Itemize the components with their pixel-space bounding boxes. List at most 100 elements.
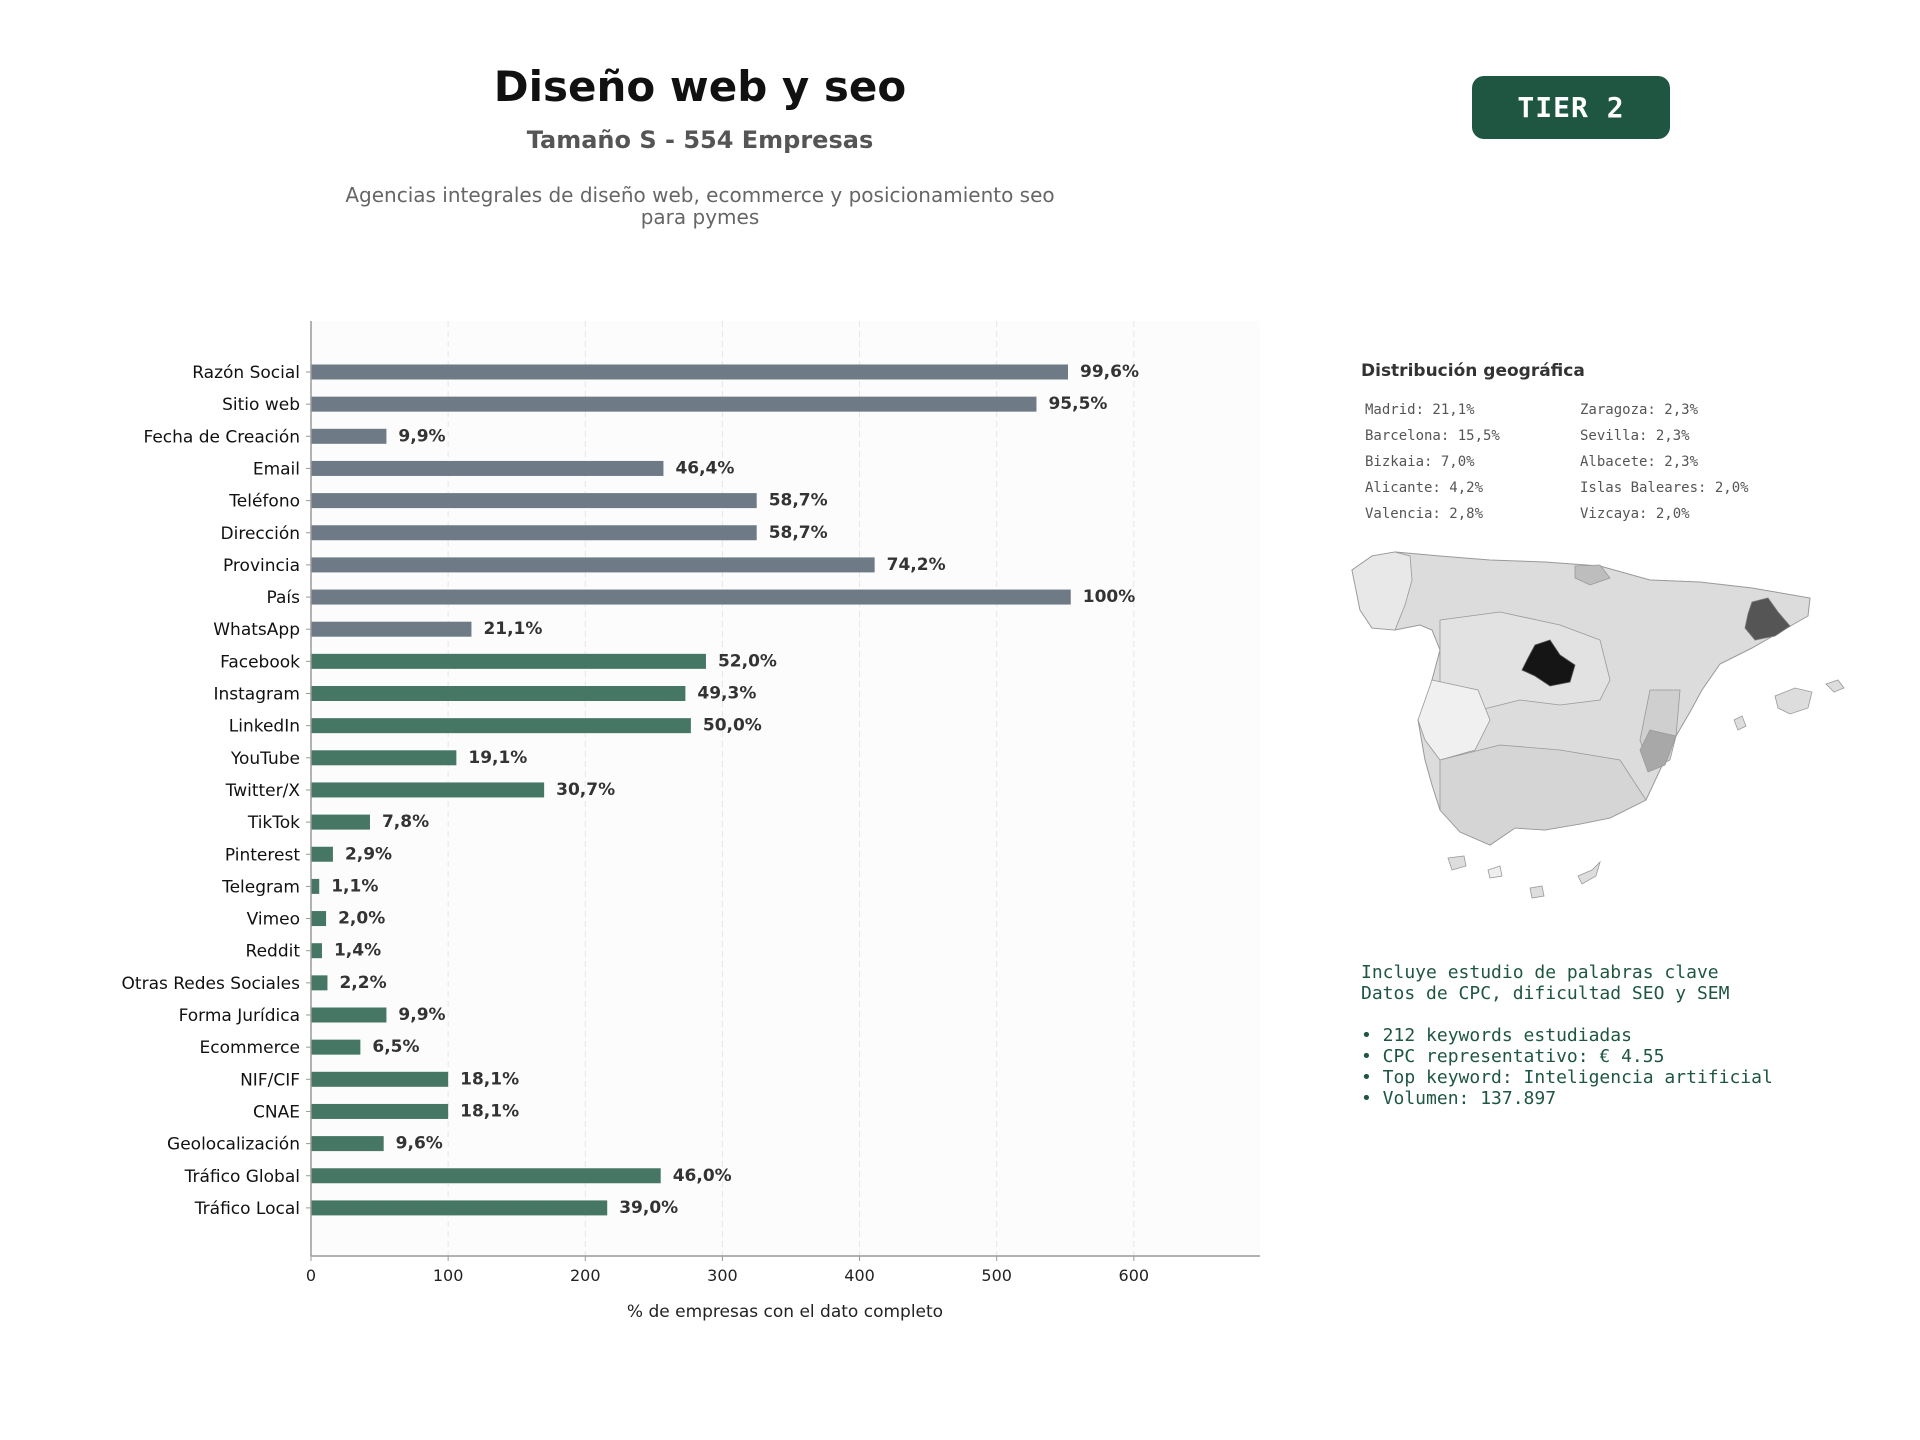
canary-island bbox=[1529, 885, 1545, 899]
y-tick-label: LinkedIn bbox=[229, 717, 300, 737]
galicia-region bbox=[1351, 551, 1413, 631]
y-tick-label: Teléfono bbox=[228, 492, 300, 512]
keywords-line-2: Datos de CPC, dificultad SEO y SEM bbox=[1361, 983, 1730, 1004]
page-description: Agencias integrales de diseño web, ecomm… bbox=[330, 184, 1070, 228]
bar bbox=[311, 396, 1037, 412]
value-label: 99,6% bbox=[1080, 362, 1139, 382]
value-label: 9,9% bbox=[398, 426, 445, 446]
tier-badge: TIER 2 bbox=[1472, 76, 1670, 139]
bar bbox=[311, 1136, 384, 1152]
x-tick-labels: 0 100 200 300 400 500 600 bbox=[306, 1256, 1149, 1285]
value-label: 95,5% bbox=[1048, 394, 1107, 414]
x-tick-label: 0 bbox=[306, 1266, 316, 1285]
geo-item: Vizcaya: 2,0% bbox=[1580, 506, 1690, 522]
y-tick-label: Forma Jurídica bbox=[179, 1006, 300, 1026]
x-axis-label: % de empresas con el dato completo bbox=[627, 1302, 943, 1322]
geo-item: Sevilla: 2,3% bbox=[1580, 428, 1690, 444]
value-label: 46,0% bbox=[673, 1166, 732, 1186]
value-label: 21,1% bbox=[483, 619, 542, 639]
geo-item: Valencia: 2,8% bbox=[1365, 506, 1484, 522]
bar bbox=[311, 1200, 608, 1216]
y-tick-label: Geolocalización bbox=[167, 1135, 300, 1155]
y-tick-labels: Razón Social Sitio web Fecha de Creación Em… bbox=[122, 363, 311, 1219]
value-label: 30,7% bbox=[556, 780, 615, 800]
bar bbox=[311, 493, 757, 509]
completeness-bar-chart: Razón Social Sitio web Fecha de Creación Em… bbox=[122, 321, 1260, 1322]
y-tick-label: Dirección bbox=[221, 524, 300, 544]
bar bbox=[311, 911, 327, 927]
value-label: 18,1% bbox=[460, 1069, 519, 1089]
bar bbox=[311, 718, 691, 734]
value-label: 2,9% bbox=[345, 844, 392, 864]
bar bbox=[311, 428, 387, 444]
bar bbox=[311, 686, 686, 701]
x-tick-label: 600 bbox=[1119, 1266, 1150, 1285]
x-tick-label: 300 bbox=[707, 1266, 738, 1285]
keyword-bullet: • CPC representativo: € 4.55 bbox=[1361, 1046, 1665, 1067]
description-line-1: Agencias integrales de diseño web, ecomm… bbox=[345, 183, 1055, 207]
y-tick-label: Tráfico Global bbox=[184, 1167, 300, 1187]
bar bbox=[311, 1007, 387, 1023]
x-tick-label: 500 bbox=[981, 1266, 1012, 1285]
bar bbox=[311, 621, 472, 637]
bar bbox=[311, 846, 333, 862]
geo-item: Bizkaia: 7,0% bbox=[1365, 454, 1475, 470]
bar bbox=[311, 814, 370, 830]
x-tick-label: 100 bbox=[433, 1266, 464, 1285]
y-tick-label: TikTok bbox=[247, 813, 300, 833]
bar bbox=[311, 1071, 449, 1087]
y-tick-label: Provincia bbox=[223, 556, 300, 576]
y-tick-label: Reddit bbox=[246, 942, 301, 962]
mallorca-island bbox=[1774, 687, 1813, 715]
barcelona-region bbox=[1744, 597, 1791, 641]
value-labels: 99,6% 95,5% 9,9% 46,4% 58,7% 58,7% 74,2% 100% 21… bbox=[331, 362, 1139, 1218]
ibiza-island bbox=[1733, 715, 1747, 731]
y-tick-label: Twitter/X bbox=[225, 781, 301, 801]
value-label: 1,1% bbox=[331, 876, 378, 896]
value-label: 39,0% bbox=[619, 1198, 678, 1218]
alicante-region bbox=[1639, 729, 1677, 773]
y-tick-label: Facebook bbox=[220, 652, 300, 672]
page-subtitle: Tamaño S - 554 Empresas bbox=[526, 126, 874, 154]
bar bbox=[311, 878, 320, 894]
description-line-2: para pymes bbox=[640, 205, 760, 229]
bar bbox=[311, 557, 875, 573]
y-tick-label: YouTube bbox=[230, 749, 300, 769]
keyword-bullet: • 212 keywords estudiadas bbox=[1361, 1025, 1632, 1046]
geo-item: Islas Baleares: 2,0% bbox=[1580, 480, 1749, 496]
geo-item: Madrid: 21,1% bbox=[1365, 402, 1475, 418]
value-label: 50,0% bbox=[703, 716, 762, 736]
bar bbox=[311, 1103, 449, 1119]
value-label: 9,9% bbox=[398, 1005, 445, 1025]
x-tick-label: 200 bbox=[570, 1266, 601, 1285]
value-label: 1,4% bbox=[334, 941, 381, 961]
y-tick-label: Pinterest bbox=[225, 845, 300, 865]
y-tick-label: Fecha de Creación bbox=[143, 427, 300, 447]
value-label: 58,7% bbox=[769, 523, 828, 543]
value-label: 100% bbox=[1083, 587, 1136, 607]
value-label: 58,7% bbox=[769, 491, 828, 511]
value-label: 9,6% bbox=[396, 1134, 443, 1154]
bar bbox=[311, 589, 1071, 605]
geo-item: Zaragoza: 2,3% bbox=[1580, 402, 1699, 418]
bar bbox=[311, 460, 664, 476]
bars-group bbox=[311, 364, 1071, 1216]
value-label: 49,3% bbox=[697, 684, 756, 704]
page-title: Diseño web y seo bbox=[493, 62, 907, 111]
geo-item: Albacete: 2,3% bbox=[1580, 454, 1699, 470]
madrid-region bbox=[1521, 639, 1576, 687]
value-label: 2,0% bbox=[338, 909, 385, 929]
canary-island bbox=[1447, 855, 1467, 871]
geo-item: Alicante: 4,2% bbox=[1365, 480, 1484, 496]
canary-island bbox=[1577, 860, 1601, 885]
keyword-bullet: • Top keyword: Inteligencia artificial bbox=[1361, 1067, 1773, 1088]
value-label: 7,8% bbox=[382, 812, 429, 832]
y-tick-label: NIF/CIF bbox=[240, 1070, 300, 1090]
extremadura-region bbox=[1417, 679, 1491, 761]
y-tick-label: Email bbox=[253, 459, 300, 479]
value-label: 18,1% bbox=[460, 1101, 519, 1121]
y-tick-label: Tráfico Local bbox=[194, 1199, 300, 1219]
y-tick-label: Razón Social bbox=[192, 363, 300, 383]
y-tick-label: Sitio web bbox=[222, 395, 300, 415]
bizkaia-region bbox=[1574, 564, 1611, 586]
